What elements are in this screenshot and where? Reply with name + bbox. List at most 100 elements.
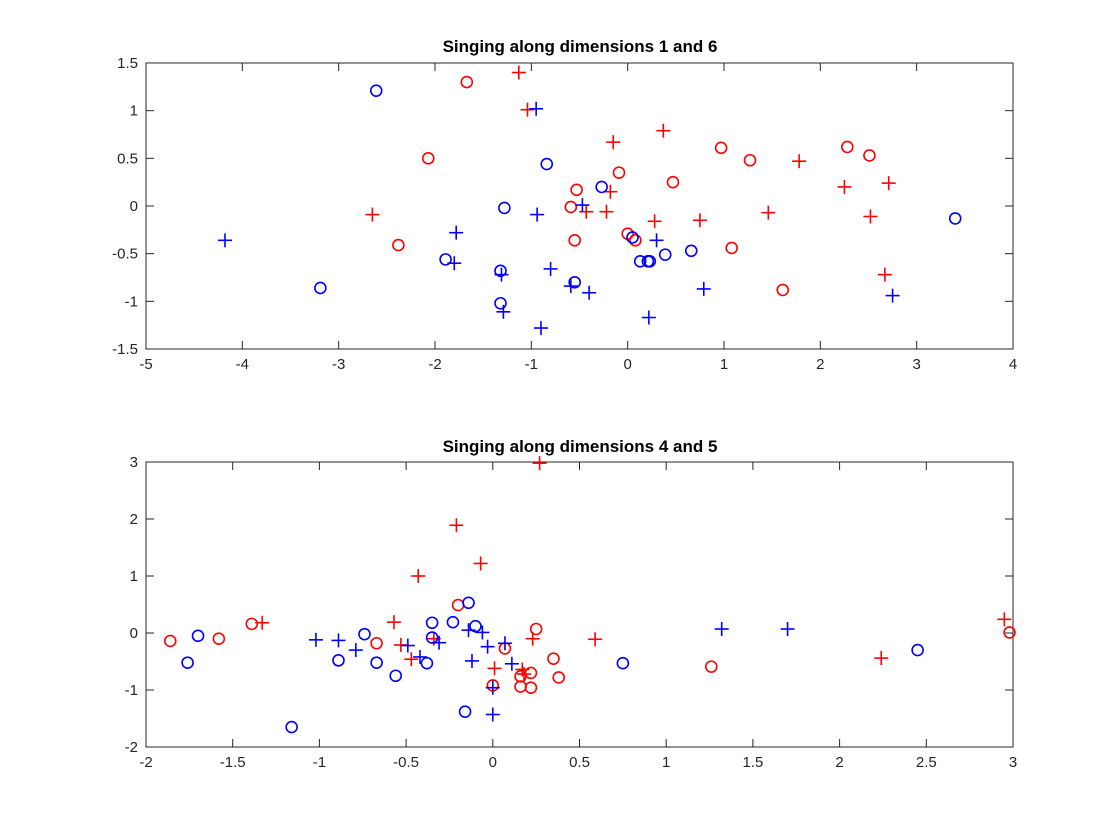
plot-bottom-title: Singing along dimensions 4 and 5	[443, 437, 718, 456]
plot-top-red-plus-point	[863, 209, 878, 224]
plot-top-red-circle-point	[392, 238, 405, 252]
plot-bottom-blue-circle-point	[181, 656, 194, 669]
plot-top-red-circle-point	[629, 234, 642, 247]
plot-top-red-plus-point	[520, 102, 535, 117]
plot-bottom-blue-circle-point	[332, 654, 345, 667]
plot-top-blue-circle-point	[494, 296, 507, 310]
plot-bottom-red-circle-point	[163, 634, 177, 648]
plot-bottom-red-plus-point	[525, 631, 540, 646]
plot-top-red-circle-point	[841, 140, 854, 154]
plot-bottom-xtick-label: 1	[662, 754, 670, 771]
plot-top-red-plus-point	[647, 214, 662, 229]
plot-top-red-plus-point	[761, 205, 776, 220]
plot-top-blue-plus-point	[543, 261, 558, 276]
plot-bottom-red-plus-point	[532, 456, 547, 471]
plot-top-red-circle-point	[666, 175, 680, 189]
plot-bottom-blue-plus-point	[461, 623, 476, 638]
plot-top-red-plus-point	[606, 135, 621, 150]
plot-bottom-red-circle-point	[552, 671, 565, 684]
plot-top-red-plus-point	[792, 154, 807, 169]
plot-top-xtick-label: 2	[816, 356, 824, 373]
plot-top-blue-plus-point	[641, 310, 656, 325]
plot-top-xtick-label: 0	[623, 356, 631, 373]
plot-bottom-ytick-label: 2	[130, 511, 138, 528]
plot-bottom-red-circle-point	[704, 660, 718, 673]
plot-bottom-blue-plus-point	[497, 636, 512, 651]
plot-bottom-xtick-label: -2	[139, 754, 152, 771]
plot-top-xtick-label: 3	[912, 356, 920, 373]
plot-bottom-blue-circle-point	[616, 656, 630, 670]
plot-top-blue-circle-point	[684, 244, 698, 258]
plot-bottom-red-circle-point	[451, 598, 465, 612]
plot-top-blue-plus-point	[447, 256, 462, 271]
plot-bottom-blue-circle-point	[425, 616, 439, 630]
plot-bottom-xtick-label: 0.5	[569, 754, 590, 771]
plot-top-xtick-label: -4	[236, 356, 249, 373]
plot-bottom-blue-plus-point	[480, 639, 495, 654]
plot-top-blue-circle-point	[595, 180, 608, 194]
plot-bottom-blue-circle-point	[389, 669, 402, 683]
plot-top-red-plus-point	[881, 176, 896, 191]
plot-bottom-blue-circle-point	[425, 631, 439, 644]
plot-top-blue-plus-point	[217, 233, 232, 248]
plot-bottom-red-circle-point	[524, 681, 538, 695]
plot-bottom-red-plus-point	[255, 615, 270, 630]
plot-top-red-plus-point	[837, 179, 852, 194]
plot-top-ytick-label: -0.5	[112, 246, 138, 263]
plot-bottom-xtick-label: -1.5	[220, 754, 246, 771]
plot-top-red-plus-point	[599, 204, 614, 219]
plot-top-blue-plus-point	[885, 288, 900, 303]
plot-top-ytick-label: 0	[130, 198, 138, 215]
plot-bottom-blue-circle-point	[911, 643, 924, 657]
plot-bottom-points	[163, 456, 1016, 734]
plot-top-blue-plus-point	[575, 198, 590, 213]
plot-top-title: Singing along dimensions 1 and 6	[443, 37, 718, 56]
plot-top-ytick-label: 1.5	[117, 55, 138, 72]
plot-bottom-blue-plus-point	[485, 707, 500, 722]
plot-top-red-plus-point	[877, 267, 892, 282]
plot-bottom-blue-plus-point	[485, 680, 500, 695]
plot-bottom-blue-plus-point	[464, 653, 479, 668]
plot-bottom-blue-circle-point	[446, 615, 460, 629]
plot-top-xtick-label: 4	[1009, 356, 1017, 373]
plot-top-red-circle-point	[568, 234, 581, 247]
plot-bottom-blue-plus-point	[331, 633, 346, 648]
plot-top-blue-plus-point	[582, 285, 597, 300]
plot-bottom-blue-circle-point	[462, 596, 475, 610]
plot-bottom: Singing along dimensions 4 and 5 -2 -1.5-…	[125, 437, 1018, 771]
plot-top-blue-circle-point	[948, 212, 962, 225]
plot-bottom-red-plus-point	[487, 661, 502, 676]
plot-bottom-xtick-label: 2.5	[916, 754, 937, 771]
plot-top-red-circle-point	[612, 166, 626, 179]
plot-bottom-blue-circle-point	[370, 656, 383, 669]
plot-top-blue-plus-point	[449, 225, 464, 240]
plot-bottom-red-circle-point	[514, 680, 527, 693]
plot-bottom-blue-circle-point	[420, 656, 434, 670]
plot-bottom-blue-plus-point	[504, 656, 519, 671]
plot-top-xtick-label: -5	[139, 356, 152, 373]
plot-bottom-blue-plus-point	[714, 622, 729, 637]
plot-bottom-blue-plus-point	[412, 649, 427, 664]
plot-bottom-red-plus-point	[449, 518, 464, 533]
plot-bottom-xtick-label: 0	[489, 754, 497, 771]
plot-top-red-circle-point	[743, 153, 757, 167]
plot-top-blue-circle-point	[568, 275, 581, 289]
plot-bottom-blue-plus-point	[475, 625, 490, 640]
plot-top-red-circle-point	[725, 241, 739, 255]
plot-top-red-plus-point	[692, 213, 707, 228]
plot-top-red-circle-point	[776, 283, 790, 297]
plot-top-red-plus-point	[579, 204, 594, 219]
plot-bottom-blue-plus-point	[308, 632, 323, 647]
plot-top-blue-circle-point	[641, 254, 655, 268]
plot-top-blue-circle-point	[626, 231, 639, 244]
plot-top-red-circle-point	[564, 200, 578, 214]
plot-top-red-circle-point	[421, 152, 435, 165]
plot-bottom-red-circle-point	[245, 617, 259, 631]
plot-top-blue-plus-point	[530, 207, 545, 222]
plot-bottom-blue-circle-point	[285, 720, 298, 734]
plot-top-blue-plus-point	[696, 281, 711, 296]
plot-top-ytick-label: -1.5	[112, 341, 138, 358]
plot-bottom-xtick-label: 1.5	[742, 754, 763, 771]
plot-bottom-red-circle-point	[529, 622, 543, 636]
plot-top-red-plus-point	[656, 123, 671, 138]
